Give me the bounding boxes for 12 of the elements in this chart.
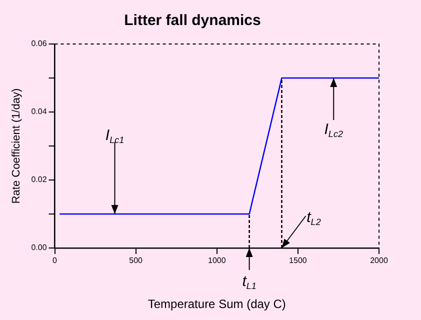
x-tick-label: 0 bbox=[52, 256, 58, 266]
y-tick-label: 0.02 bbox=[31, 175, 48, 184]
x-tick-label: 1000 bbox=[208, 256, 226, 266]
x-tick-label: 500 bbox=[129, 256, 144, 266]
y-tick-label: 0.04 bbox=[31, 107, 48, 116]
y-tick-label: 0.06 bbox=[31, 39, 48, 48]
chart-title: Litter fall dynamics bbox=[124, 12, 261, 30]
y-tick-label: 0.00 bbox=[31, 243, 48, 252]
x-tick-label: 1500 bbox=[289, 256, 308, 266]
x-axis-title: Temperature Sum (day C) bbox=[148, 297, 286, 312]
x-tick-label: 2000 bbox=[370, 256, 388, 266]
y-axis-title: Rate Coefficient (1/day) bbox=[10, 88, 23, 204]
